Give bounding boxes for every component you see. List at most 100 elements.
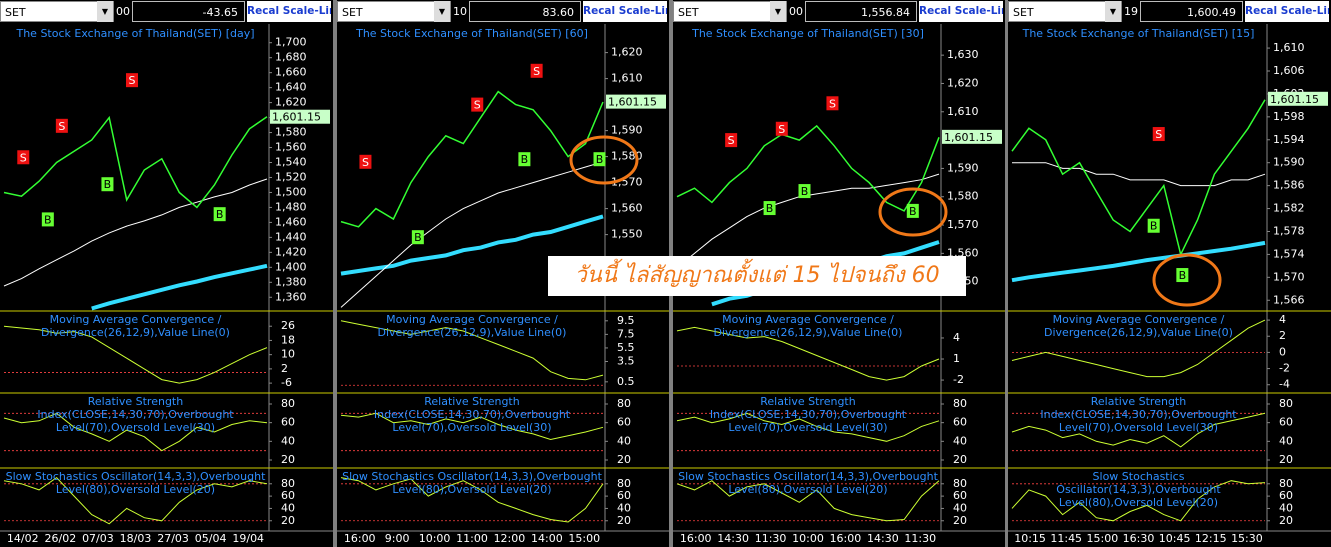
signal-marker <box>41 212 54 227</box>
chart-title: The Stock Exchange of Thailand(SET) [15] <box>1022 27 1255 40</box>
signal-label: B <box>216 208 224 221</box>
y-tick-label: 40 <box>281 434 295 447</box>
y-tick-label: 60 <box>953 489 967 502</box>
indicator-title: Slow Stochastics Oscillator(14,3,3),Over… <box>342 470 602 496</box>
signal-marker <box>55 118 68 133</box>
y-tick-label: 0 <box>1279 345 1286 358</box>
signal-marker <box>471 97 484 112</box>
y-tick-label: 1,594 <box>1273 133 1305 146</box>
x-tick-label: 14/02 <box>7 532 39 545</box>
y-tick-label: 1,582 <box>1273 202 1305 215</box>
symbol-select[interactable]: SET <box>0 1 114 22</box>
recal-button[interactable]: Recal Scale-Linear <box>583 1 667 22</box>
signal-label: S <box>1155 128 1162 141</box>
series-line <box>3 476 268 525</box>
value-field: 83.60 <box>469 1 581 22</box>
y-tick-label: 1,580 <box>947 190 979 203</box>
y-tick-label: 26 <box>281 319 295 332</box>
symbol-select[interactable]: SET <box>1008 1 1122 22</box>
y-tick-label: 4 <box>953 331 960 344</box>
signal-marker <box>725 133 738 148</box>
y-tick-label: 60 <box>617 416 631 429</box>
y-tick-label: 80 <box>617 397 631 410</box>
last-price-label: 1,601.15 <box>1270 93 1319 106</box>
y-tick-label: 1,610 <box>1273 41 1305 54</box>
y-tick-label: 1,700 <box>275 36 307 49</box>
series-line <box>340 412 604 441</box>
dropdown-arrow[interactable]: ▼ <box>434 1 450 22</box>
symbol-select[interactable]: SET <box>337 1 451 22</box>
y-tick-label: 1,540 <box>275 156 307 169</box>
y-tick-label: 20 <box>1279 514 1293 527</box>
y-tick-label: 1,400 <box>275 260 307 273</box>
x-tick-label: 14:00 <box>531 532 563 545</box>
y-tick-label: 1,640 <box>275 81 307 94</box>
y-tick-label: 1,590 <box>1273 156 1305 169</box>
y-tick-label: 40 <box>1279 501 1293 514</box>
last-price-box <box>1268 91 1328 106</box>
y-tick-label: 1,680 <box>275 51 307 64</box>
dropdown-arrow[interactable]: ▼ <box>1105 1 1121 22</box>
last-price-label: 1,601.15 <box>608 96 657 109</box>
signal-label: S <box>474 99 481 112</box>
series-line <box>1011 99 1266 257</box>
signal-marker <box>101 177 114 192</box>
series-line <box>3 115 268 209</box>
signal-label: S <box>728 134 735 147</box>
code-field: 19 <box>1124 1 1140 22</box>
indicator-title: Slow Stochastics Oscillator(14,3,3),Over… <box>1056 470 1221 509</box>
signal-label: B <box>909 205 917 218</box>
x-tick-label: 26/02 <box>45 532 77 545</box>
chart-title: The Stock Exchange of Thailand(SET) [60] <box>356 27 588 40</box>
chart-title: The Stock Exchange of Thailand(SET) [day… <box>16 27 255 40</box>
signal-label: S <box>362 156 369 169</box>
y-tick-label: 60 <box>617 489 631 502</box>
dropdown-arrow[interactable]: ▼ <box>770 1 786 22</box>
signal-marker <box>17 150 30 165</box>
y-tick-label: 1,620 <box>611 46 643 59</box>
indicator-title: Relative Strength Index(CLOSE,14,30,70),… <box>709 395 907 434</box>
y-tick-label: 1,420 <box>275 245 307 258</box>
recal-button[interactable]: Recal Scale-Linear <box>919 1 1003 22</box>
y-tick-label: 1,610 <box>947 105 979 118</box>
last-price-box <box>942 129 1002 144</box>
y-tick-label: 1,520 <box>275 170 307 183</box>
y-tick-label: -4 <box>1279 378 1290 391</box>
time-axis-bg <box>673 532 1005 547</box>
series-line <box>1012 162 1266 187</box>
value-field: -43.65 <box>132 1 245 22</box>
y-tick-label: 2 <box>1279 329 1286 342</box>
y-tick-label: -2 <box>953 373 964 386</box>
y-tick-label: 1,570 <box>947 218 979 231</box>
recal-button[interactable]: Recal Scale-Linear <box>1245 1 1329 22</box>
last-price-label: 1,601.15 <box>272 111 321 124</box>
indicator-title: Relative Strength Index(CLOSE,14,30,70),… <box>1040 395 1237 434</box>
indicator-title: Relative Strength Index(CLOSE,14,30,70),… <box>373 395 571 434</box>
signal-marker <box>775 121 788 136</box>
symbol-select[interactable]: SET <box>673 1 787 22</box>
x-tick-label: 12:15 <box>1195 532 1227 545</box>
x-tick-label: 15:00 <box>568 532 600 545</box>
signal-label: S <box>533 65 540 78</box>
y-tick-label: 1,580 <box>275 126 307 139</box>
time-axis-bg <box>1008 532 1331 547</box>
series-line <box>676 480 940 522</box>
y-tick-label: 1,574 <box>1273 247 1305 260</box>
indicator-title: Relative Strength Index(CLOSE,14,30,70),… <box>37 395 234 434</box>
last-price-label: 1,601.15 <box>944 131 993 144</box>
chart-panel: 1,360 1,380 1,400 1,420 1,440 1,460 1,480 1,500… <box>0 0 333 547</box>
series-line <box>676 412 940 442</box>
series-line <box>340 477 604 523</box>
x-tick-label: 07/03 <box>82 532 114 545</box>
recal-button[interactable]: Recal Scale-Linear <box>247 1 331 22</box>
time-axis-bg <box>0 532 333 547</box>
indicator-title: Slow Stochastics Oscillator(14,3,3),Over… <box>678 470 938 496</box>
y-tick-label: 1 <box>953 352 960 365</box>
x-tick-label: 11:00 <box>456 532 488 545</box>
last-price-box <box>270 109 330 124</box>
value-field: 1,556.84 <box>805 1 917 22</box>
signal-label: S <box>778 123 785 136</box>
dropdown-arrow[interactable]: ▼ <box>97 1 113 22</box>
y-tick-label: 1,620 <box>947 76 979 89</box>
